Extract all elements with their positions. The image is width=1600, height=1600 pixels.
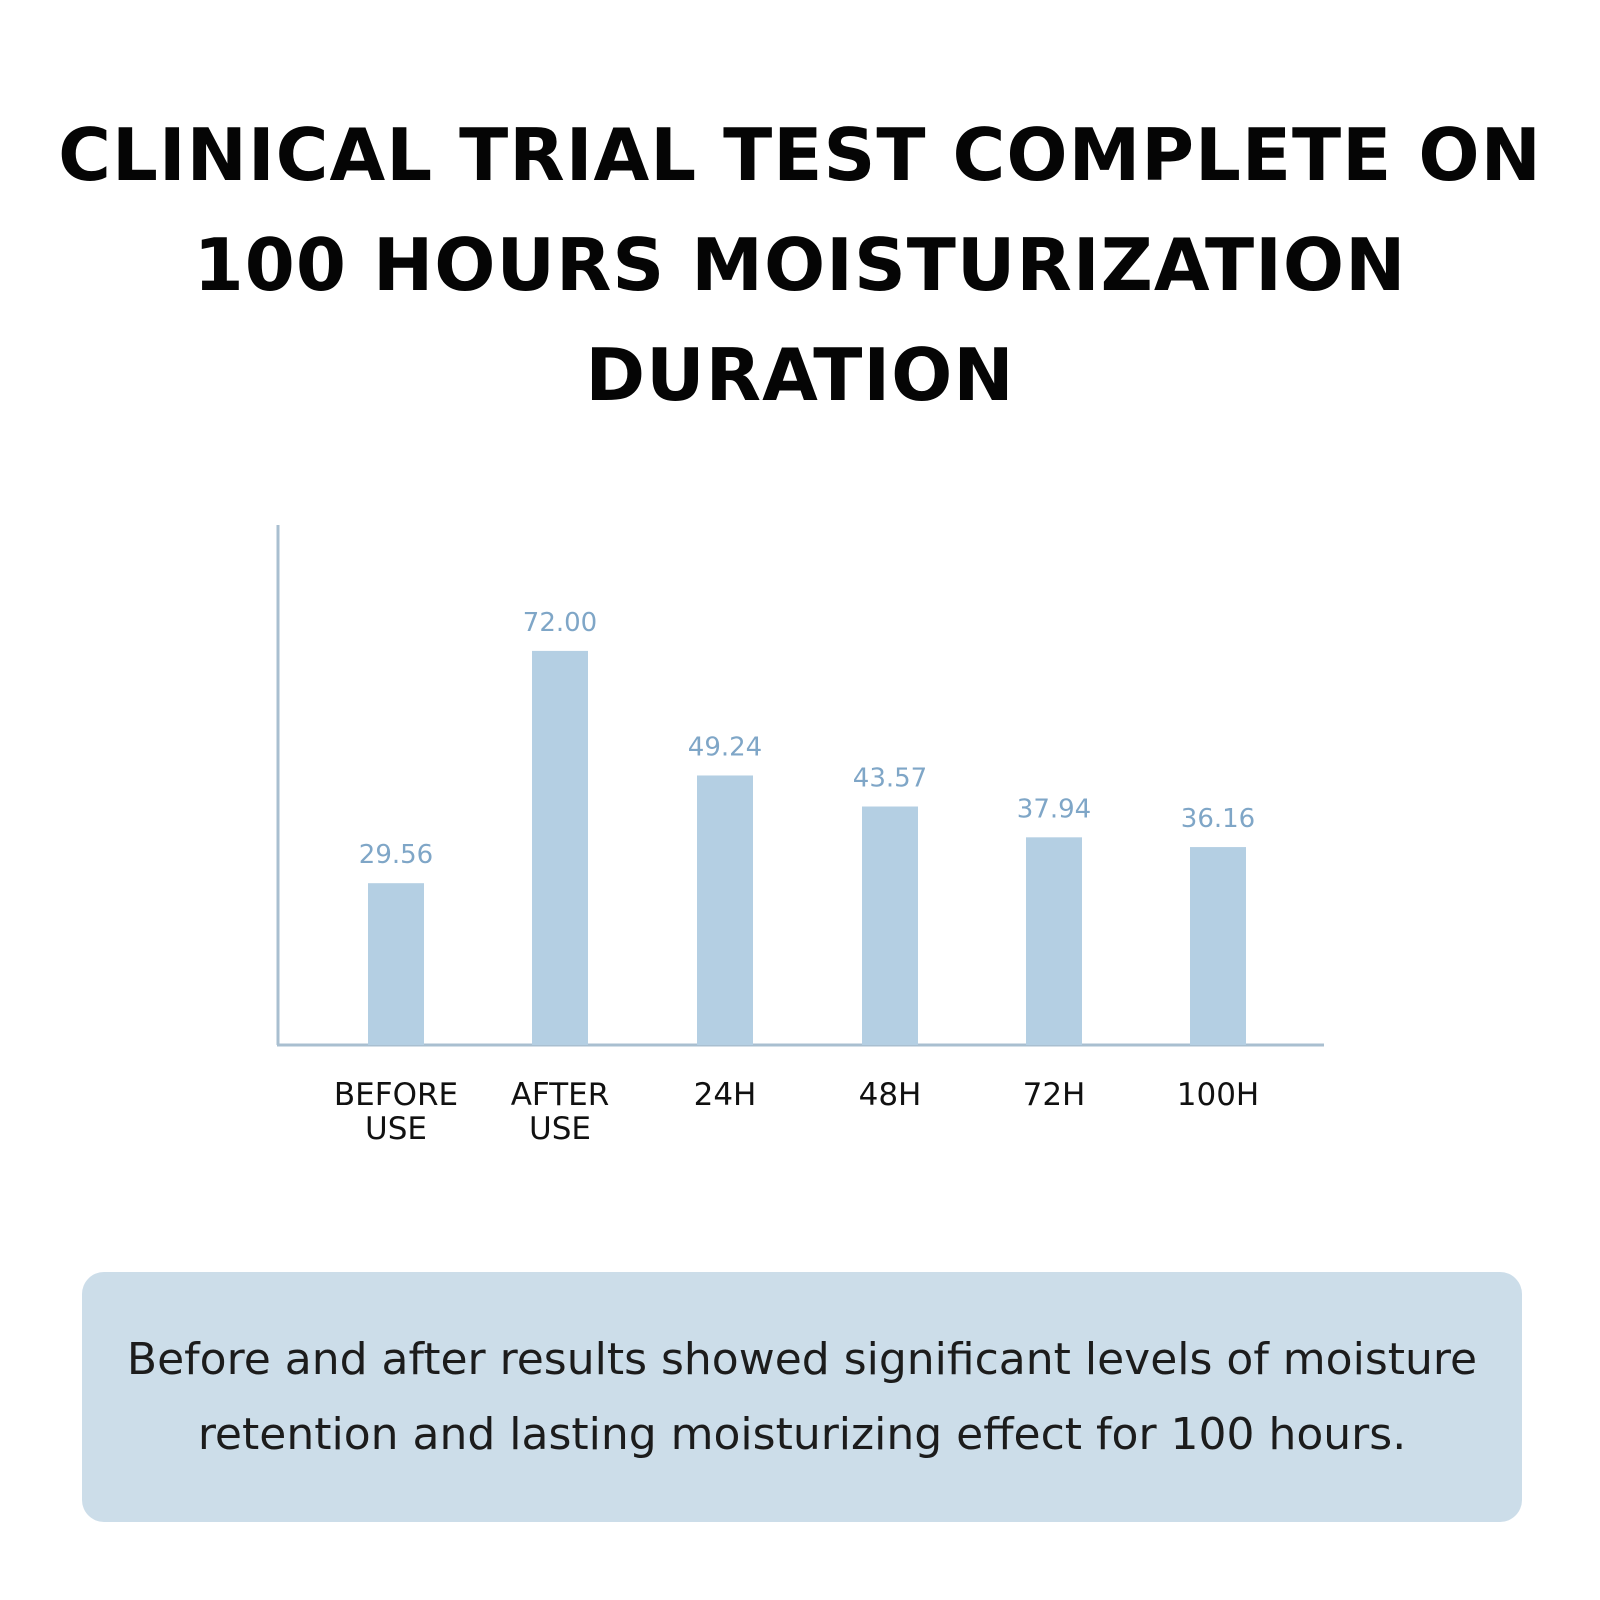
x-tick-label-line: 24H	[694, 1077, 757, 1113]
bar	[1026, 837, 1082, 1045]
x-tick-label: AFTER USE	[511, 1077, 610, 1147]
x-tick-label: 72H	[1023, 1077, 1086, 1113]
x-tick-label: 100H	[1177, 1077, 1259, 1113]
x-tick-label-line: USE	[529, 1111, 591, 1147]
x-tick-label-line: 72H	[1023, 1077, 1086, 1113]
data-value-label: 43.57	[853, 764, 927, 794]
bar	[368, 883, 424, 1045]
x-tick-label: 48H	[859, 1077, 922, 1113]
bar	[532, 650, 588, 1045]
bar	[1190, 847, 1246, 1045]
data-value-label: 72.00	[523, 608, 597, 638]
caption-text: Before and after results showed signific…	[126, 1334, 1478, 1460]
x-tick-label: 24H	[694, 1077, 757, 1113]
data-value-label: 36.16	[1181, 804, 1255, 834]
data-value-label: 49.24	[688, 732, 762, 762]
x-tick-label-line: 100H	[1177, 1077, 1259, 1113]
x-tick-label-line: 48H	[859, 1077, 922, 1113]
x-tick-label-line: AFTER	[511, 1077, 610, 1113]
x-tick-label: BEFORE USE	[334, 1077, 458, 1147]
chart-title: CLINICAL TRIAL TEST COMPLETE ON 100 HOUR…	[58, 113, 1542, 417]
bar	[697, 775, 753, 1045]
caption-box: Before and after results showed signific…	[82, 1272, 1522, 1522]
x-tick-label-line: BEFORE	[334, 1077, 458, 1113]
bar	[862, 806, 918, 1045]
data-value-label: 29.56	[359, 840, 433, 870]
x-tick-label-line: USE	[365, 1111, 427, 1147]
data-value-label: 37.94	[1017, 794, 1091, 824]
bar-chart: 29.56 BEFORE USE 72.00 AFTER USE 49.24 24H 43.57…	[0, 500, 1600, 1160]
